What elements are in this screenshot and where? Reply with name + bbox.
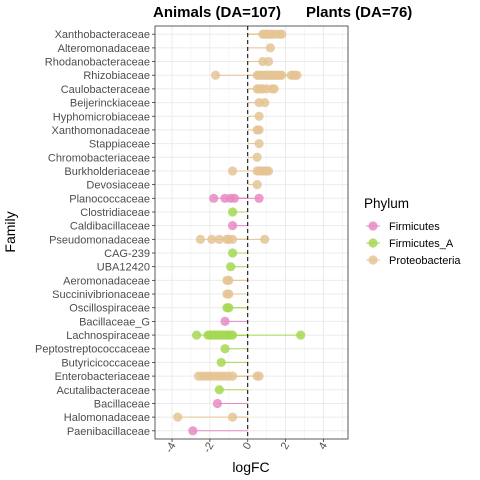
x-tick-label: 4 xyxy=(317,441,330,452)
data-point xyxy=(229,193,240,203)
major-gridlines xyxy=(171,26,324,439)
data-point xyxy=(210,70,221,80)
data-point xyxy=(214,385,224,395)
family-label: Stappiaceae xyxy=(89,139,150,151)
data-point xyxy=(195,234,206,244)
data-point xyxy=(227,166,238,176)
data-point xyxy=(265,43,276,53)
family-label: Burkholderiaceae xyxy=(64,166,150,178)
plot-area xyxy=(154,25,349,440)
family-label: Acutalibacteraceae xyxy=(56,385,150,397)
family-label: Lachnospiraceae xyxy=(66,330,150,342)
data-point xyxy=(296,330,306,340)
data-point xyxy=(252,152,262,162)
data-point xyxy=(216,357,226,368)
legend-label: Firmicutes_A xyxy=(389,238,454,250)
data-point xyxy=(188,426,198,436)
family-label: Rhodanobacteraceae xyxy=(45,57,150,69)
y-axis-title: Family xyxy=(2,211,18,252)
family-label: Caldibacillaceae xyxy=(70,221,150,233)
panel-border xyxy=(154,25,349,440)
minor-gridlines xyxy=(190,26,343,439)
data-point xyxy=(227,234,238,244)
family-label: Hyphomicrobiaceae xyxy=(53,111,150,123)
family-label: Enterobacteriaceae xyxy=(55,371,150,383)
legend-key-point xyxy=(368,221,378,231)
x-tick-label: -4 xyxy=(163,441,178,455)
data-point xyxy=(212,398,223,409)
legend-key-point xyxy=(368,238,378,248)
family-label: Alteromonadaceae xyxy=(58,43,150,55)
data-point xyxy=(260,97,270,108)
legend-label: Firmicutes xyxy=(389,221,440,233)
x-axis-title: logFC xyxy=(232,459,269,475)
data-point xyxy=(254,125,264,135)
data-point xyxy=(173,412,183,422)
data-point xyxy=(226,262,236,272)
data-point xyxy=(209,193,219,203)
family-label: Halomonadaceae xyxy=(64,412,150,424)
family-label: Chromobacteriaceae xyxy=(48,152,150,164)
family-label: Clostridiaceae xyxy=(80,207,150,219)
data-point xyxy=(227,412,238,422)
data-point xyxy=(254,371,264,381)
family-label: Beijerinckiaceae xyxy=(70,98,150,110)
chart-title-left: Animals (DA=107) xyxy=(153,4,281,21)
family-label: UBA12420 xyxy=(97,262,150,274)
family-label: Caulobacteraceae xyxy=(61,84,150,96)
legend-title: Phylum xyxy=(364,196,409,211)
data-point xyxy=(260,234,270,244)
data-point xyxy=(220,316,230,326)
x-tick-label: -2 xyxy=(201,441,216,455)
data-point xyxy=(263,166,274,176)
x-tick-label: 0 xyxy=(241,441,254,452)
data-point xyxy=(263,56,274,67)
chart-title-right: Plants (DA=76) xyxy=(306,4,412,21)
family-label: Peptostreptococcaceae xyxy=(35,344,150,356)
data-point xyxy=(214,234,224,244)
data-point xyxy=(227,207,238,217)
family-labels: Xanthobacteraceae Alteromonadaceae Rhodano… xyxy=(35,29,155,438)
data-point xyxy=(269,84,279,94)
data-marks xyxy=(173,29,306,436)
data-point xyxy=(277,70,287,80)
family-label: Butyricicoccaceae xyxy=(61,357,150,369)
data-point xyxy=(254,193,264,203)
data-point xyxy=(224,303,234,313)
x-tick-labels: -4 -2 0 2 4 xyxy=(163,439,330,455)
family-label: Bacillaceae xyxy=(94,398,150,410)
family-label: Devosiaceae xyxy=(86,180,150,192)
data-point xyxy=(220,344,230,354)
data-point xyxy=(224,289,234,299)
data-point xyxy=(227,330,238,340)
family-label: Oscillospiraceae xyxy=(69,303,150,315)
data-point xyxy=(207,234,217,244)
data-point xyxy=(224,275,234,285)
legend-label: Proteobacteria xyxy=(389,255,461,267)
family-label: Rhizobiaceae xyxy=(83,70,150,82)
family-label: Bacillaceae_G xyxy=(79,316,150,328)
family-label: Paenibacillaceae xyxy=(67,426,150,438)
data-point xyxy=(254,139,264,149)
family-label: Xanthobacteraceae xyxy=(55,29,150,41)
data-point xyxy=(192,330,202,340)
data-point xyxy=(227,371,238,381)
data-point xyxy=(277,29,287,39)
data-point xyxy=(292,70,302,80)
data-point xyxy=(227,221,238,231)
data-point xyxy=(227,248,238,258)
panel-background xyxy=(155,26,348,439)
legend-key-point xyxy=(368,255,378,265)
legend: Phylum Firmicutes Firmicutes_A Proteobacte… xyxy=(364,196,461,267)
family-label: Succinivibrionaceae xyxy=(52,289,150,301)
family-label: Pseudomonadaceae xyxy=(49,234,150,246)
data-point xyxy=(252,180,262,190)
family-label: Aeromonadaceae xyxy=(63,275,150,287)
family-label: Planococcaceae xyxy=(69,193,150,205)
x-tick-label: 2 xyxy=(279,441,292,452)
family-label: Xanthomonadaceae xyxy=(52,125,150,137)
data-point xyxy=(254,111,264,121)
family-label: CAG-239 xyxy=(104,248,150,260)
